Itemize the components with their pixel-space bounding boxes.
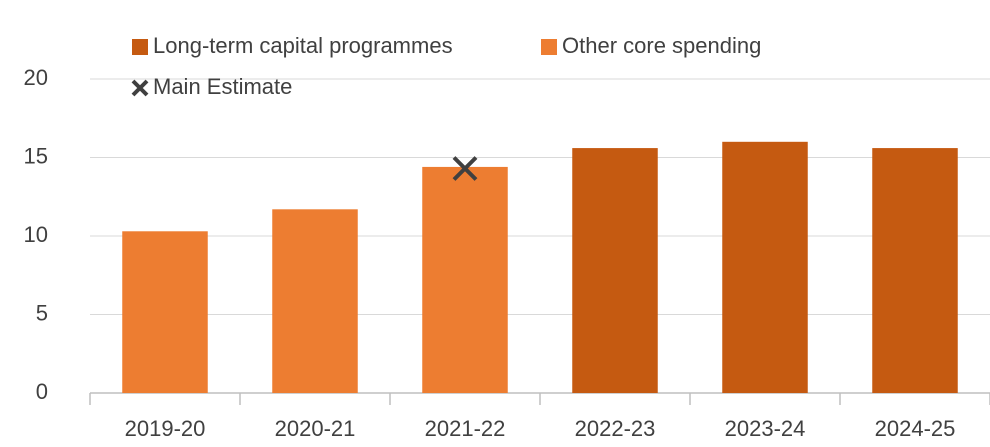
legend-swatch	[132, 39, 148, 55]
x-tick-label: 2020-21	[275, 416, 356, 441]
legend-label: Other core spending	[562, 33, 761, 58]
bar	[572, 148, 658, 393]
legend-swatch	[541, 39, 557, 55]
y-tick-label: 10	[24, 222, 48, 247]
bar	[422, 166, 508, 393]
x-tick-label: 2024-25	[875, 416, 956, 441]
x-tick-label: 2023-24	[725, 416, 806, 441]
legend-marker	[131, 79, 149, 97]
bar	[722, 141, 808, 393]
bar	[122, 231, 208, 393]
y-tick-label: 0	[36, 379, 48, 404]
y-tick-label: 20	[24, 65, 48, 90]
bar	[272, 209, 358, 393]
x-tick-label: 2019-20	[125, 416, 206, 441]
x-tick-label: 2022-23	[575, 416, 656, 441]
bar	[872, 148, 958, 393]
legend-label: Long-term capital programmes	[153, 33, 453, 58]
y-tick-label: 15	[24, 143, 48, 168]
x-tick-label: 2021-22	[425, 416, 506, 441]
y-tick-label: 5	[36, 300, 48, 325]
legend-label: Main Estimate	[153, 74, 292, 99]
marker	[452, 156, 478, 181]
